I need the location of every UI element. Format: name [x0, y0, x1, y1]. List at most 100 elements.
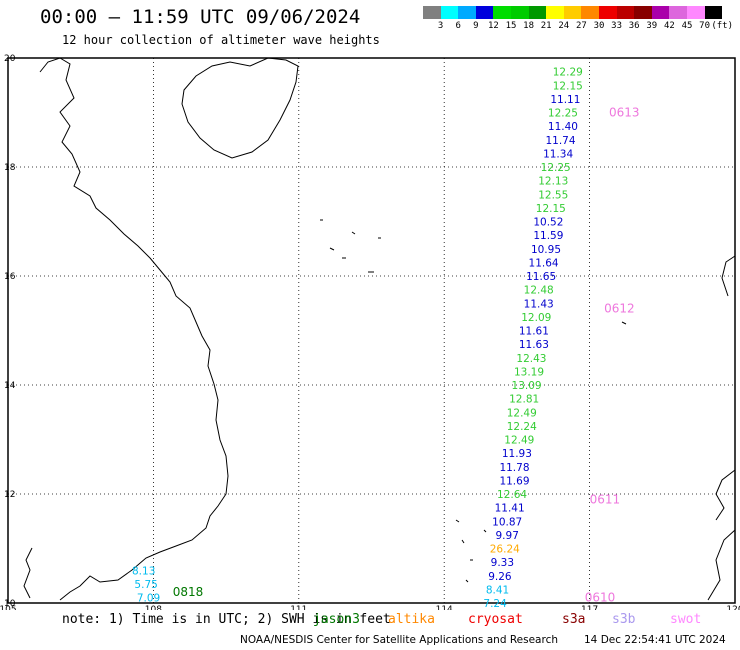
lon-tick-label: 117 [581, 605, 598, 610]
wave-height-value: 9.33 [491, 557, 514, 569]
wave-height-value: 12.25 [541, 162, 571, 174]
lon-tick-label: 105 [0, 605, 17, 610]
wave-height-value: 10.87 [492, 516, 522, 528]
map-subtitle: 12 hour collection of altimeter wave hei… [62, 33, 380, 47]
wave-height-value: 26.24 [490, 544, 520, 556]
wave-height-value: 11.11 [550, 94, 580, 106]
colorbar-label: 45 [681, 21, 693, 31]
wave-height-value: 11.74 [545, 135, 575, 147]
track-id-label: 0610 [585, 591, 616, 605]
wave-height-value: 11.63 [519, 339, 549, 351]
lat-tick-label: 10 [4, 599, 16, 609]
wave-height-value: 9.97 [496, 530, 519, 542]
wave-height-value: 12.43 [516, 353, 546, 365]
colorbar-label: 27 [575, 21, 587, 31]
wave-height-value: 5.75 [134, 579, 157, 591]
wave-height-value: 12.64 [497, 489, 527, 501]
colorbar-labels: 3 6 9 12 15 18 21 24 27 30 33 36 39 42 45 70 (ft) [423, 21, 740, 33]
wave-height-value: 12.81 [509, 394, 539, 406]
wave-height-value: 11.93 [502, 448, 532, 460]
mission-s3a: s3a [562, 612, 586, 627]
colorbar-swatch-7 [546, 6, 564, 19]
colorbar-swatch-16 [704, 6, 723, 19]
colorbar-swatch-15 [686, 6, 705, 19]
colorbar-label: 18 [523, 21, 535, 31]
lat-tick-label: 20 [4, 54, 16, 64]
colorbar-label: 42 [663, 21, 675, 31]
colorbar-swatch-10 [598, 6, 617, 19]
philippines-coast [707, 255, 736, 601]
colorbar-swatch-9 [581, 6, 599, 19]
wave-height-value: 11.41 [495, 503, 525, 515]
wave-height-value: 11.43 [524, 298, 554, 310]
colorbar-label: 9 [473, 21, 479, 31]
colorbar-label: 15 [505, 21, 517, 31]
mission-cryosat: cryosat [468, 612, 523, 627]
wave-values: 12.2912.1511.1112.2511.4011.7411.3412.25… [132, 67, 583, 610]
footer-note: note: 1) Time is in UTC; 2) SWH is in fe… [62, 612, 391, 627]
colorbar-swatch-0 [423, 6, 441, 19]
wave-height-value: 12.49 [504, 435, 534, 447]
wave-height-value: 11.64 [529, 257, 559, 269]
wave-height-value: 12.29 [553, 67, 583, 79]
wave-height-value: 12.09 [521, 312, 551, 324]
map-frame [7, 57, 736, 604]
track-id-label: 0613 [609, 106, 640, 120]
lon-tick-label: 108 [145, 605, 162, 610]
wave-height-value: 13.19 [514, 366, 544, 378]
colorbar-swatch-5 [510, 6, 529, 19]
colorbar-swatch-14 [669, 6, 687, 19]
wave-height-value: 12.49 [507, 407, 537, 419]
wave-height-value: 8.13 [132, 565, 155, 577]
track-id-label: 0612 [604, 302, 635, 316]
axis-ticks: 105 108 111 114 117 120 20 18 16 14 12 10 [0, 54, 740, 610]
credit-line: NOAA/NESDIS Center for Satellite Applica… [240, 634, 558, 646]
generated-timestamp: 14 Dec 22:54:41 UTC 2024 [584, 634, 726, 646]
colorbar-swatch-1 [440, 6, 459, 19]
colorbar-label: 24 [558, 21, 570, 31]
colorbar-swatch-3 [475, 6, 494, 19]
lat-tick-label: 14 [4, 381, 16, 391]
map-grid [8, 58, 735, 603]
wave-height-value: 11.78 [499, 462, 529, 474]
colorbar-label: (ft) [711, 21, 734, 31]
wave-height-colorbar [423, 6, 723, 19]
lat-tick-label: 18 [4, 163, 16, 173]
colorbar-swatch-2 [458, 6, 476, 19]
wave-height-value: 10.95 [531, 244, 561, 256]
wave-height-value: 11.34 [543, 148, 573, 160]
wave-height-value: 12.24 [507, 421, 537, 433]
mission-altika: altika [388, 612, 435, 627]
wave-height-value: 12.25 [548, 108, 578, 120]
colorbar-swatch-4 [493, 6, 511, 19]
mission-swot: swot [670, 612, 702, 627]
wave-height-value: 7.09 [137, 593, 160, 605]
lat-tick-label: 16 [4, 272, 16, 282]
wave-height-value: 7.24 [483, 598, 507, 610]
altimeter-map: 105108111114117120201816141210 061306120… [0, 54, 740, 610]
track-id-label: 0818 [173, 585, 204, 599]
colorbar-label: 12 [487, 21, 499, 31]
track-labels: 0613 0612 0611 0610 0818 [173, 106, 640, 605]
wave-height-value: 12.48 [524, 285, 554, 297]
lon-tick-label: 114 [436, 605, 453, 610]
colorbar-label: 6 [455, 21, 461, 31]
colorbar-swatch-13 [651, 6, 670, 19]
vietnam-coast [39, 57, 229, 601]
wave-height-value: 11.65 [526, 271, 556, 283]
track-id-label: 0611 [590, 492, 621, 506]
colorbar-label: 39 [646, 21, 658, 31]
coastline [23, 57, 736, 601]
wave-height-value: 12.15 [536, 203, 566, 215]
colorbar-label: 33 [611, 21, 623, 31]
colorbar-swatch-6 [528, 6, 547, 19]
colorbar-swatch-8 [563, 6, 582, 19]
colorbar-label: 21 [540, 21, 552, 31]
wave-height-value: 12.13 [538, 176, 568, 188]
wave-height-value: 8.41 [486, 584, 509, 596]
spratly-islets [455, 321, 627, 583]
wave-height-value: 10.52 [533, 217, 563, 229]
colorbar-label: 30 [593, 21, 605, 31]
map-title: 00:00 – 11:59 UTC 09/06/2024 [40, 6, 361, 28]
colorbar-swatch-12 [634, 6, 652, 19]
